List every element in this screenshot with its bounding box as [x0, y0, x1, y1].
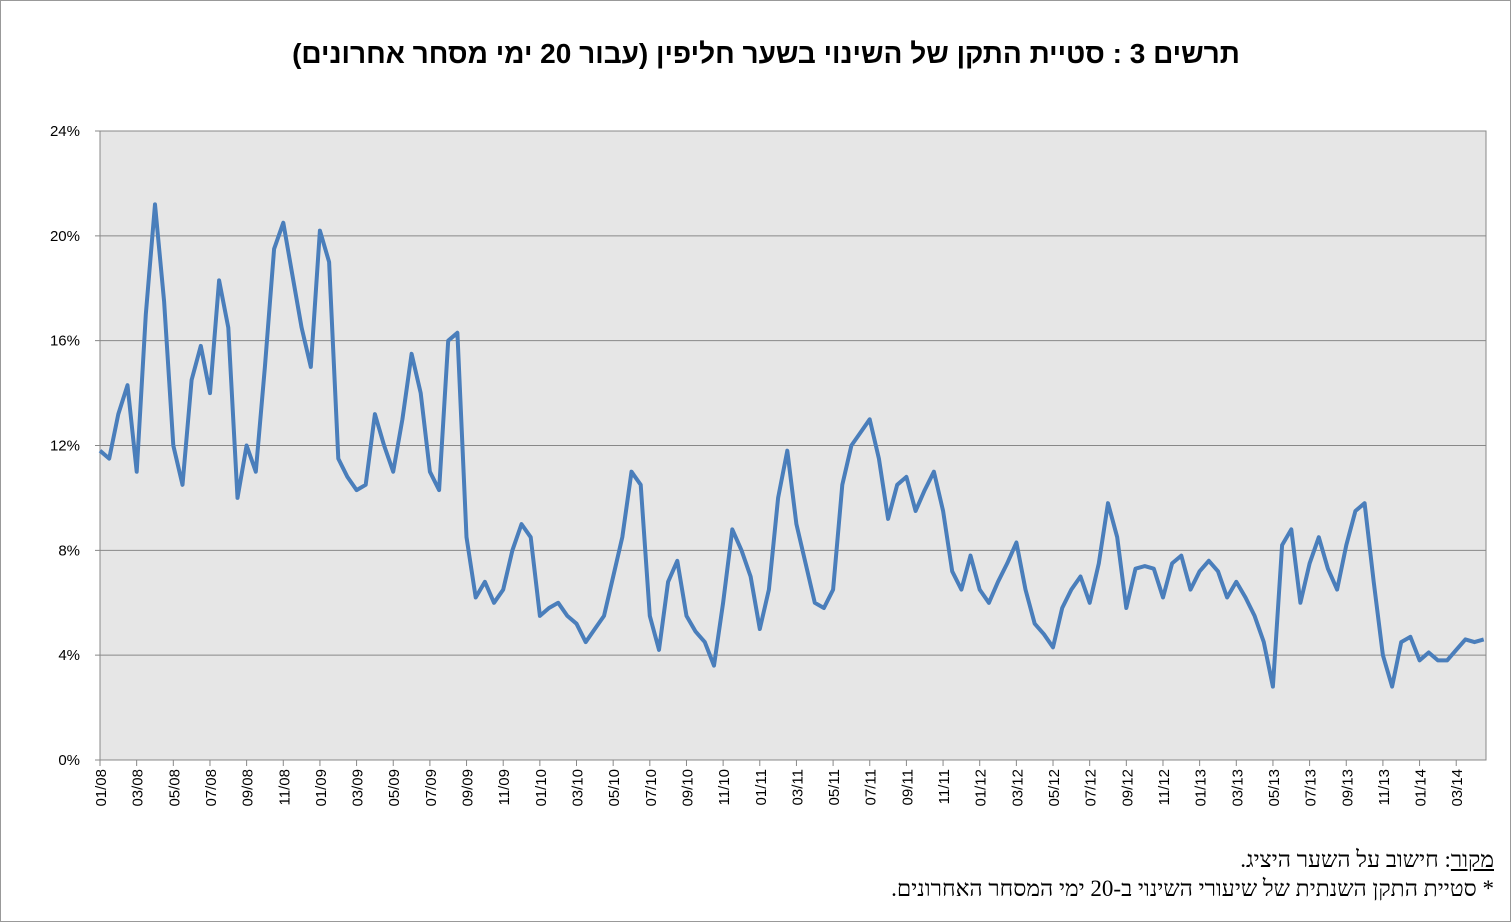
x-tick-label: 09/09	[460, 769, 477, 807]
x-tick-label: 11/13	[1376, 769, 1393, 805]
x-tick-label: 11/11	[936, 769, 953, 804]
x-tick-label: 05/12	[1046, 769, 1063, 807]
x-tick-label: 07/08	[203, 769, 220, 807]
source-text: : חישוב על השער היציג.	[1240, 847, 1451, 872]
x-tick-label: 03/08	[130, 769, 147, 807]
x-tick-label: 03/09	[350, 769, 367, 807]
x-tick-label: 03/13	[1229, 769, 1246, 807]
y-tick-label: 0%	[58, 752, 80, 769]
x-tick-label: 01/10	[533, 769, 550, 807]
footnote: * סטיית התקן השנתית של שיעורי השינוי ב-2…	[891, 876, 1494, 901]
x-tick-label: 11/09	[496, 769, 513, 805]
x-tick-label: 03/14	[1449, 769, 1466, 807]
x-tick-label: 11/12	[1156, 769, 1173, 805]
x-tick-label: 09/12	[1119, 769, 1136, 807]
x-tick-label: 05/09	[386, 769, 403, 807]
data-line	[98, 202, 1485, 689]
x-tick-label: 03/10	[570, 769, 587, 807]
x-tick-label: 09/08	[240, 769, 257, 807]
x-tick-label: 09/10	[679, 769, 696, 807]
y-tick-label: 16%	[50, 333, 80, 350]
x-tick-label: 01/14	[1413, 769, 1430, 807]
chart-title: תרשים 3 : סטיית התקן של השינוי בשער חליפ…	[292, 38, 1240, 69]
x-tick-label: 01/08	[93, 769, 110, 807]
x-tick-label: 01/11	[753, 769, 770, 805]
x-tick-label: 07/13	[1303, 769, 1320, 807]
x-tick-label: 07/12	[1083, 769, 1100, 807]
x-tick-label: 05/13	[1266, 769, 1283, 807]
source-line: מקור: חישוב על השער היציג.	[1240, 847, 1494, 873]
x-tick-label: 11/10	[716, 769, 733, 805]
y-tick-label: 8%	[58, 542, 80, 559]
y-tick-label: 24%	[50, 123, 80, 140]
x-tick-label: 07/09	[423, 769, 440, 807]
x-tick-label: 07/11	[863, 769, 880, 805]
x-tick-label: 09/11	[899, 769, 916, 805]
source-label: מקור	[1450, 847, 1494, 872]
x-tick-label: 07/10	[643, 769, 660, 807]
x-tick-label: 05/08	[166, 769, 183, 807]
x-tick-label: 05/11	[826, 769, 843, 805]
x-tick-label: 03/11	[789, 769, 806, 805]
x-tick-label: 01/09	[313, 769, 330, 807]
x-tick-label: 11/08	[276, 769, 293, 805]
x-tick-label: 01/12	[973, 769, 990, 807]
y-tick-label: 20%	[50, 228, 80, 245]
x-tick-label: 03/12	[1009, 769, 1026, 807]
x-tick-label: 01/13	[1193, 769, 1210, 807]
x-tick-label: 09/13	[1339, 769, 1356, 807]
x-tick-label: 05/10	[606, 769, 623, 807]
y-tick-label: 12%	[50, 438, 80, 455]
y-tick-label: 4%	[58, 647, 80, 664]
